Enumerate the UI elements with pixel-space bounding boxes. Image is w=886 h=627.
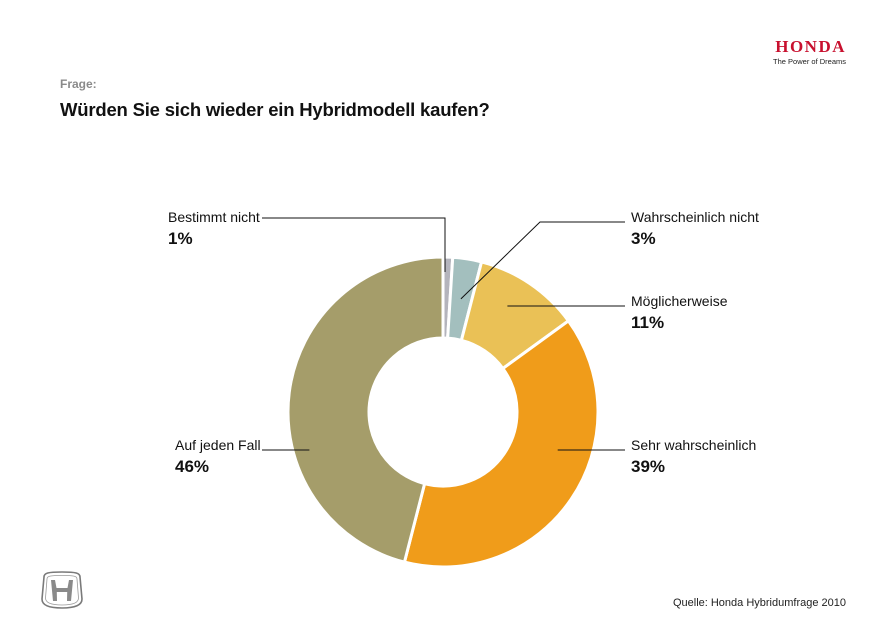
slice-value-label: 1%: [168, 229, 193, 248]
slice-value-label: 11%: [631, 313, 664, 332]
page-title: Würden Sie sich wieder ein Hybridmodell …: [60, 99, 490, 120]
source-note: Quelle: Honda Hybridumfrage 2010: [672, 597, 846, 609]
slice-label: Sehr wahrscheinlich: [631, 437, 756, 453]
donut-slice: [402, 318, 600, 569]
slice-label: Möglicherweise: [631, 293, 728, 309]
slice-value-label: 39%: [631, 457, 665, 476]
slice-value-label: 3%: [631, 229, 656, 248]
leader-line: [262, 217, 446, 272]
brand-tagline: The Power of Dreams: [773, 57, 846, 66]
question-label: Frage:: [60, 77, 97, 91]
slice-value-label: 46%: [175, 457, 209, 476]
slice-label: Bestimmt nicht: [168, 209, 260, 225]
honda-h-emblem-icon: [41, 571, 83, 609]
honda-wordmark: HONDA: [775, 37, 846, 56]
slice-label: Auf jeden Fall: [175, 437, 261, 453]
donut-slice: [286, 255, 445, 564]
honda-brand-logo: HONDA The Power of Dreams: [773, 38, 846, 66]
slice-label: Wahrscheinlich nicht: [631, 209, 759, 225]
leader-line: [460, 221, 625, 300]
